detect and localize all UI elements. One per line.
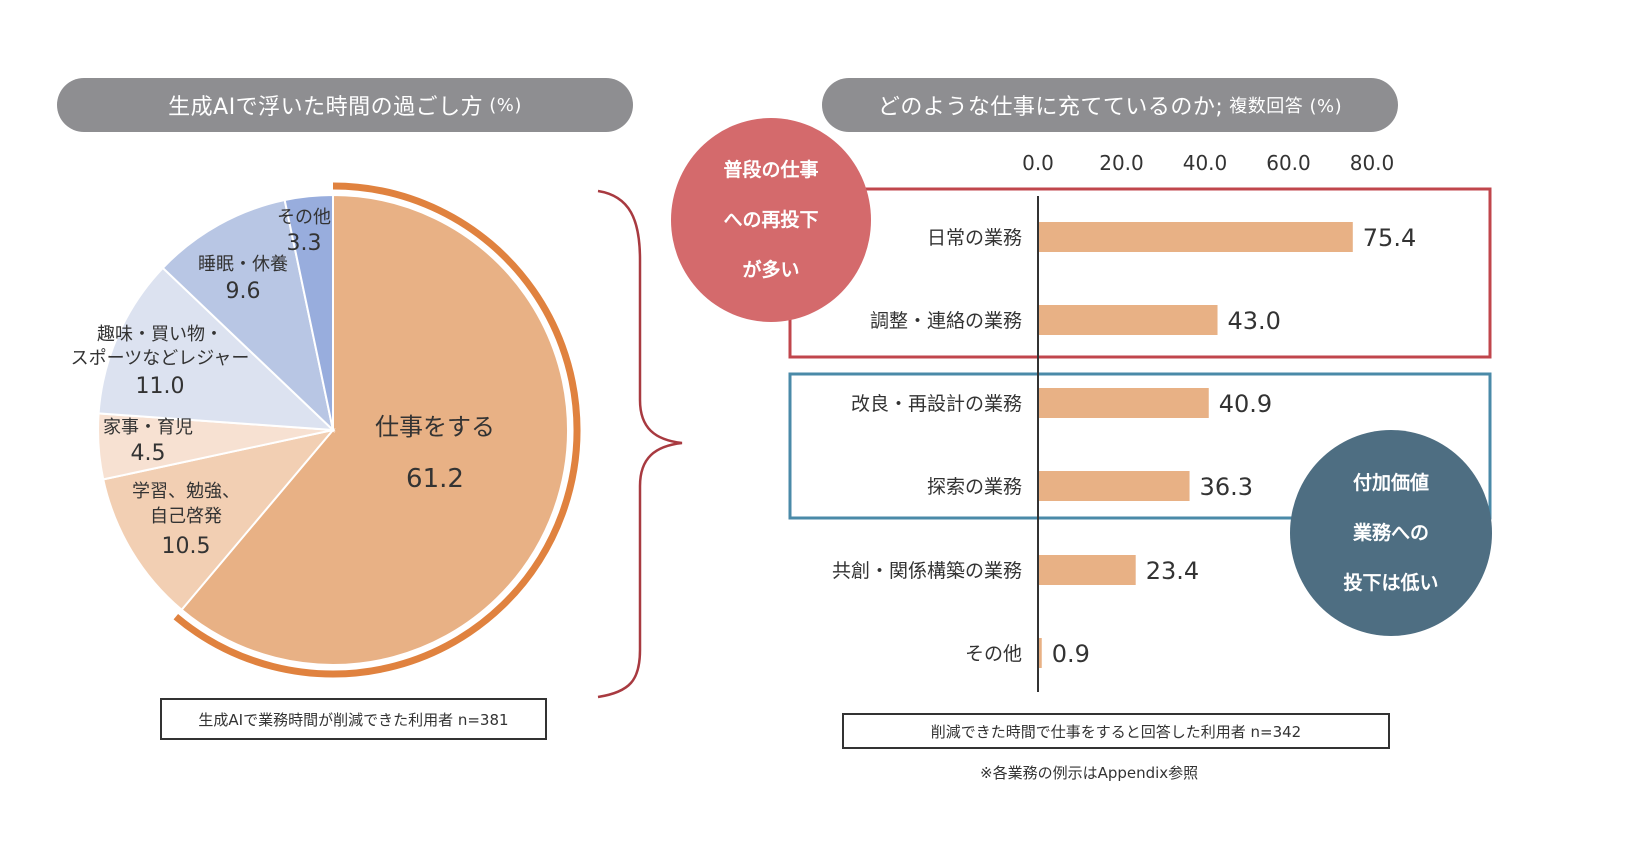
pie-value-label: 3.3 <box>287 231 322 256</box>
pie-category-label: 学習、勉強、 <box>132 481 240 502</box>
pie-value-label: 61.2 <box>406 464 464 494</box>
value-added-group-box <box>788 372 1492 520</box>
pie-category-label: 家事・育児 <box>103 417 193 438</box>
pie-category-label: 趣味・買い物・ <box>97 324 223 345</box>
callout-red-line-1: 普段の仕事 <box>723 159 819 181</box>
bar-category-label: 調整・連絡の業務 <box>870 310 1022 332</box>
x-tick-label: 60.0 <box>1266 151 1311 175</box>
pie-chart: 仕事をする 61.2 学習、勉強、自己啓発 10.5 家事・育児 4.5 趣味・買い物・スポ… <box>71 182 581 678</box>
pie-chart-title: 生成AIで浮いた時間の過ごし方 (%) <box>57 78 633 132</box>
pie-title-text: 生成AIで浮いた時間の過ごし方 <box>168 95 484 120</box>
pie-slice <box>161 198 335 433</box>
bar <box>1038 471 1190 501</box>
bar <box>1038 222 1353 252</box>
appendix-footnote: ※各業務の例示はAppendix参照 <box>980 764 1199 782</box>
pie-slice <box>180 193 569 666</box>
bar-sample-note: 削減できた時間で仕事をすると回答した利用者 n=342 <box>842 713 1390 749</box>
bar-chart-title: どのような仕事に充てているのか; 複数回答 (%) <box>822 78 1398 132</box>
bar <box>1038 638 1042 668</box>
bar-value-label: 40.9 <box>1219 390 1272 418</box>
x-tick-label: 40.0 <box>1183 151 1228 175</box>
pie-slice <box>102 428 336 612</box>
callout-blue-line-1: 付加価値 <box>1352 472 1429 494</box>
bar <box>1038 555 1136 585</box>
bar-value-label: 0.9 <box>1052 640 1090 668</box>
bar-category-label: 共創・関係構築の業務 <box>832 560 1022 582</box>
pie-value-label: 4.5 <box>131 441 166 466</box>
bar-value-label: 36.3 <box>1200 473 1253 501</box>
bar-category-label: 改良・再設計の業務 <box>851 393 1022 415</box>
x-tick-label: 0.0 <box>1022 151 1054 175</box>
pie-category-label: 仕事をする <box>375 413 495 441</box>
callout-blue-line-3: 投下は低い <box>1343 572 1439 594</box>
pie-value-label: 10.5 <box>162 534 211 559</box>
pie-category-label: 睡眠・休養 <box>198 254 288 275</box>
bar-title-text: どのような仕事に充てているのか; <box>877 95 1224 120</box>
bar-title-sub: 複数回答 (%) <box>1229 96 1343 117</box>
bar <box>1038 305 1218 335</box>
callout-blue-line-2: 業務への <box>1352 522 1429 544</box>
pie-category-label: スポーツなどレジャー <box>71 348 250 369</box>
curly-brace-connector <box>597 189 683 699</box>
bar-value-label: 43.0 <box>1228 307 1281 335</box>
callout-bubble-routine-work: 普段の仕事 への再投下 が多い <box>671 118 871 322</box>
callout-red-line-3: が多い <box>742 259 800 281</box>
pie-category-label: その他 <box>277 207 331 228</box>
x-tick-label: 20.0 <box>1099 151 1144 175</box>
pie-slice <box>97 266 336 432</box>
x-tick-label: 80.0 <box>1350 151 1395 175</box>
highlight-arc <box>173 182 581 678</box>
pie-title-unit: (%) <box>489 94 522 116</box>
bar-chart: 0.0 20.0 40.0 60.0 80.0 日常の業務 75.4 調整・連絡の業務 43.0… <box>788 151 1492 692</box>
pie-value-label: 9.6 <box>226 279 261 304</box>
pie-category-label: 自己啓発 <box>150 506 222 527</box>
bar-category-label: 探索の業務 <box>927 476 1022 498</box>
callout-bubble-value-added-work: 付加価値 業務への 投下は低い <box>1290 430 1492 636</box>
bar-value-label: 23.4 <box>1146 557 1199 585</box>
bar <box>1038 388 1209 418</box>
pie-slice <box>283 193 334 431</box>
pie-value-label: 11.0 <box>136 374 185 399</box>
bar-category-label: 日常の業務 <box>927 227 1022 249</box>
pie-sample-note: 生成AIで業務時間が削減できた利用者 n=381 <box>160 698 547 740</box>
callout-red-line-2: への再投下 <box>723 209 819 231</box>
bar-category-label: その他 <box>965 643 1022 665</box>
bar-value-label: 75.4 <box>1363 224 1416 252</box>
